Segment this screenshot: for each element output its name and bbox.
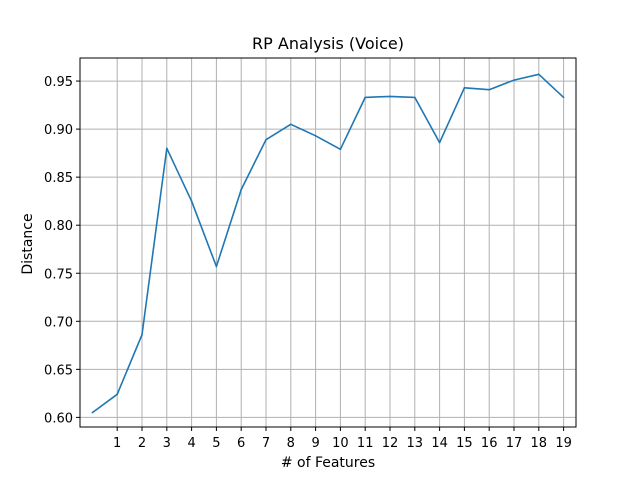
data-point xyxy=(463,86,466,89)
x-tick-label: 14 xyxy=(431,436,448,451)
data-point xyxy=(389,95,391,98)
x-tick-label: 13 xyxy=(407,436,424,451)
data-point xyxy=(240,188,242,191)
data-point xyxy=(513,79,515,81)
x-tick-label: 19 xyxy=(555,436,572,451)
x-tick-label: 1 xyxy=(113,436,121,451)
x-tick-label: 18 xyxy=(531,436,548,451)
x-tick-label: 9 xyxy=(311,436,319,451)
x-tick-label: 7 xyxy=(262,436,270,451)
data-point xyxy=(339,148,342,151)
y-tick-label: 0.85 xyxy=(44,171,73,186)
data-point xyxy=(91,411,94,414)
x-tick-label: 4 xyxy=(187,436,195,451)
x-tick-label: 2 xyxy=(138,436,146,451)
x-tick-label: 12 xyxy=(382,436,399,451)
data-point xyxy=(314,135,317,137)
y-tick-label: 0.75 xyxy=(44,267,73,282)
y-tick-label: 0.65 xyxy=(44,363,73,378)
data-point xyxy=(116,393,118,396)
data-point xyxy=(488,88,491,91)
y-tick-label: 0.80 xyxy=(44,219,73,234)
data-point xyxy=(190,200,193,202)
series-line xyxy=(91,73,565,414)
data-point xyxy=(141,333,143,336)
x-tick-label: 6 xyxy=(237,436,245,451)
x-axis: 1 2 3 4 5 6 7 8 9 10 11 12 13 14 15 16 17 18 19 xyxy=(113,427,572,451)
x-tick-label: 15 xyxy=(456,436,473,451)
x-tick-label: 17 xyxy=(506,436,523,451)
data-point xyxy=(364,96,367,99)
y-tick-label: 0.60 xyxy=(44,411,73,426)
plot-area-frame xyxy=(79,57,577,428)
data-point xyxy=(166,147,168,150)
y-axis: 0.60 0.65 0.70 0.75 0.80 0.85 0.90 0.95 xyxy=(44,75,80,426)
y-tick-label: 0.70 xyxy=(44,315,73,330)
chart-title: RP Analysis (Voice) xyxy=(252,34,404,53)
data-point xyxy=(290,123,292,126)
x-tick-label: 3 xyxy=(163,436,171,451)
x-tick-label: 10 xyxy=(332,436,349,451)
data-point xyxy=(562,96,565,99)
y-tick-label: 0.90 xyxy=(44,123,73,138)
data-point xyxy=(438,141,441,144)
x-tick-label: 5 xyxy=(212,436,220,451)
y-axis-label: Distance xyxy=(20,213,36,274)
x-tick-label: 16 xyxy=(481,436,498,451)
data-point xyxy=(414,96,416,99)
series-group xyxy=(91,73,565,414)
data-point xyxy=(538,73,540,76)
y-tick-label: 0.95 xyxy=(44,75,73,90)
grid xyxy=(80,58,576,427)
x-tick-label: 11 xyxy=(357,436,374,451)
x-tick-label: 8 xyxy=(287,436,295,451)
data-point xyxy=(215,265,218,268)
x-axis-label: # of Features xyxy=(281,455,375,471)
data-point xyxy=(265,138,267,141)
